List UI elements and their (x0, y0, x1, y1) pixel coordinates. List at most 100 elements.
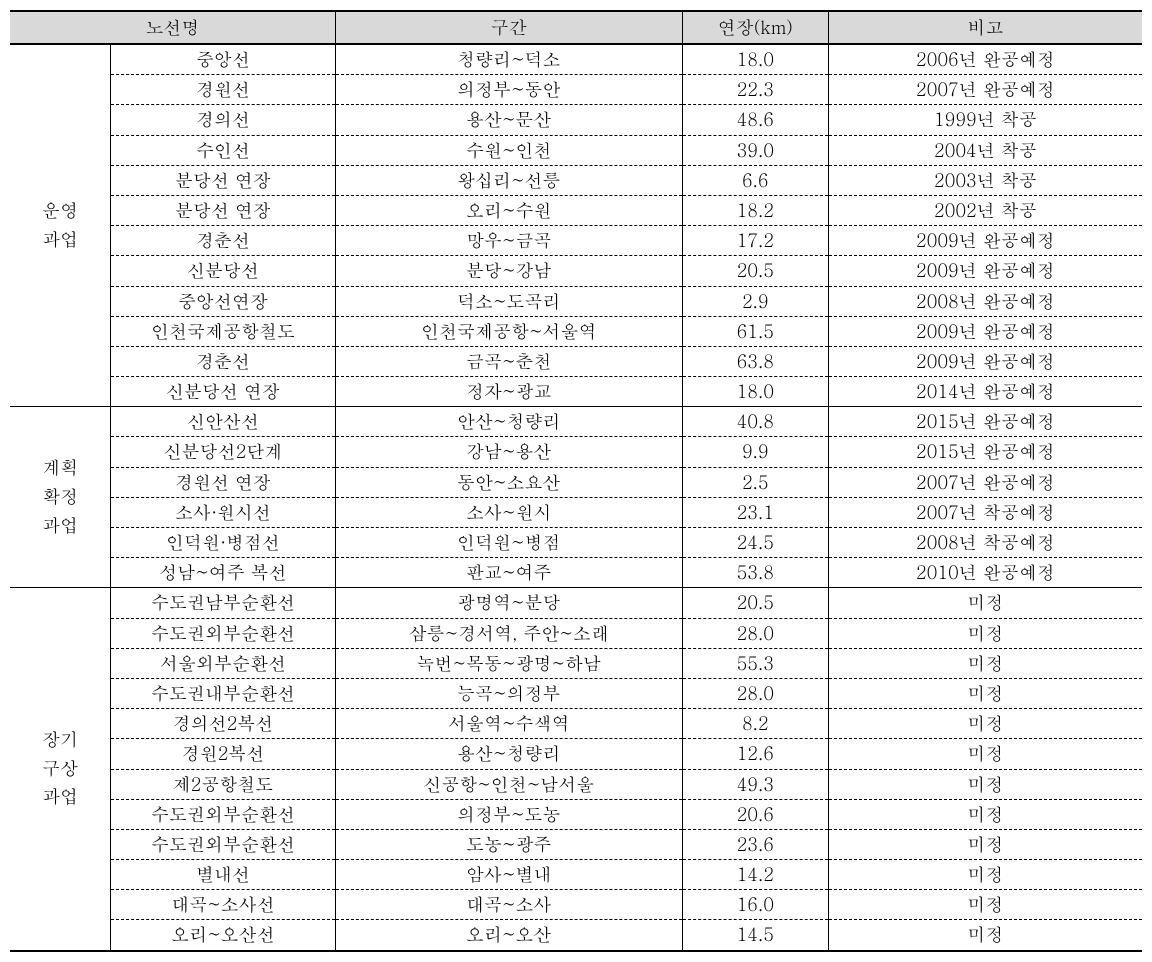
table-row: 오리~오산선오리~오산14.5미정 (10, 920, 1142, 951)
table-row: 소사·원시선소사~원시23.12007년 착공예정 (10, 497, 1142, 527)
remark-cell: 미정 (828, 860, 1142, 890)
length-cell: 23.1 (682, 497, 828, 527)
table-row: 분당선 연장왕십리~선릉6.62003년 착공 (10, 165, 1142, 195)
table-row: 서울외부순환선녹번~목동~광명~하남55.3미정 (10, 648, 1142, 678)
length-cell: 53.8 (682, 558, 828, 588)
line-name-cell: 중앙선 (111, 44, 335, 75)
length-cell: 61.5 (682, 316, 828, 346)
remark-cell: 2004년 착공 (828, 135, 1142, 165)
section-cell: 오리~수원 (335, 195, 682, 225)
remark-cell: 미정 (828, 588, 1142, 618)
remark-cell: 2006년 완공예정 (828, 44, 1142, 75)
length-cell: 17.2 (682, 226, 828, 256)
section-cell: 대곡~소사 (335, 890, 682, 920)
table-row: 신분당선 연장정자~광교18.02014년 완공예정 (10, 377, 1142, 407)
length-cell: 18.0 (682, 377, 828, 407)
line-name-cell: 경원2복선 (111, 739, 335, 769)
length-cell: 18.0 (682, 44, 828, 75)
line-name-cell: 경의선2복선 (111, 709, 335, 739)
remark-cell: 2009년 완공예정 (828, 346, 1142, 376)
line-name-cell: 경춘선 (111, 346, 335, 376)
remark-cell: 2003년 착공 (828, 165, 1142, 195)
line-name-cell: 성남~여주 복선 (111, 558, 335, 588)
line-name-cell: 인덕원·병점선 (111, 528, 335, 558)
table-row: 제2공항철도신공항~인천~남서울49.3미정 (10, 769, 1142, 799)
section-cell: 분당~강남 (335, 256, 682, 286)
remark-cell: 미정 (828, 618, 1142, 648)
table-row: 수도권외부순환선삼릉~경서역, 주안~소래28.0미정 (10, 618, 1142, 648)
remark-cell: 2015년 완공예정 (828, 437, 1142, 467)
length-cell: 12.6 (682, 739, 828, 769)
length-cell: 2.9 (682, 286, 828, 316)
section-cell: 인천국제공항~서울역 (335, 316, 682, 346)
line-name-cell: 수도권내부순환선 (111, 678, 335, 708)
remark-cell: 미정 (828, 648, 1142, 678)
section-cell: 청량리~덕소 (335, 44, 682, 75)
line-name-cell: 수인선 (111, 135, 335, 165)
section-cell: 금곡~춘천 (335, 346, 682, 376)
table-row: 성남~여주 복선판교~여주53.82010년 완공예정 (10, 558, 1142, 588)
group-label: 계획확정과업 (10, 407, 111, 588)
section-cell: 동안~소요산 (335, 467, 682, 497)
line-name-cell: 인천국제공항철도 (111, 316, 335, 346)
length-cell: 48.6 (682, 105, 828, 135)
section-cell: 수원~인천 (335, 135, 682, 165)
line-name-cell: 수도권남부순환선 (111, 588, 335, 618)
length-cell: 20.5 (682, 588, 828, 618)
header-section: 구간 (335, 11, 682, 44)
section-cell: 용산~청량리 (335, 739, 682, 769)
section-cell: 판교~여주 (335, 558, 682, 588)
line-name-cell: 분당선 연장 (111, 165, 335, 195)
line-name-cell: 수도권외부순환선 (111, 618, 335, 648)
remark-cell: 2010년 완공예정 (828, 558, 1142, 588)
table-row: 운영과업중앙선청량리~덕소18.02006년 완공예정 (10, 44, 1142, 75)
length-cell: 18.2 (682, 195, 828, 225)
remark-cell: 2009년 완공예정 (828, 256, 1142, 286)
line-name-cell: 신안산선 (111, 407, 335, 437)
table-row: 중앙선연장덕소~도곡리2.92008년 완공예정 (10, 286, 1142, 316)
line-name-cell: 제2공항철도 (111, 769, 335, 799)
table-row: 경춘선망우~금곡17.22009년 완공예정 (10, 226, 1142, 256)
section-cell: 정자~광교 (335, 377, 682, 407)
length-cell: 20.6 (682, 799, 828, 829)
section-cell: 오리~오산 (335, 920, 682, 951)
table-row: 수도권내부순환선능곡~의정부28.0미정 (10, 678, 1142, 708)
table-row: 경의선2복선서울역~수색역8.2미정 (10, 709, 1142, 739)
length-cell: 16.0 (682, 890, 828, 920)
header-length: 연장(km) (682, 11, 828, 44)
line-name-cell: 경원선 (111, 75, 335, 105)
table-row: 분당선 연장오리~수원18.22002년 착공 (10, 195, 1142, 225)
remark-cell: 미정 (828, 799, 1142, 829)
section-cell: 왕십리~선릉 (335, 165, 682, 195)
group-label: 장기구상과업 (10, 588, 111, 951)
table-row: 대곡~소사선대곡~소사16.0미정 (10, 890, 1142, 920)
section-cell: 덕소~도곡리 (335, 286, 682, 316)
line-name-cell: 경의선 (111, 105, 335, 135)
table-row: 경원선의정부~동안22.32007년 완공예정 (10, 75, 1142, 105)
line-name-cell: 신분당선2단계 (111, 437, 335, 467)
remark-cell: 미정 (828, 739, 1142, 769)
line-name-cell: 경원선 연장 (111, 467, 335, 497)
line-name-cell: 별내선 (111, 860, 335, 890)
length-cell: 49.3 (682, 769, 828, 799)
length-cell: 20.5 (682, 256, 828, 286)
length-cell: 28.0 (682, 678, 828, 708)
remark-cell: 2007년 완공예정 (828, 467, 1142, 497)
line-name-cell: 소사·원시선 (111, 497, 335, 527)
remark-cell: 2009년 완공예정 (828, 226, 1142, 256)
remark-cell: 1999년 착공 (828, 105, 1142, 135)
remark-cell: 미정 (828, 890, 1142, 920)
length-cell: 28.0 (682, 618, 828, 648)
header-remark: 비고 (828, 11, 1142, 44)
section-cell: 인덕원~병점 (335, 528, 682, 558)
length-cell: 14.5 (682, 920, 828, 951)
line-name-cell: 중앙선연장 (111, 286, 335, 316)
length-cell: 22.3 (682, 75, 828, 105)
section-cell: 강남~용산 (335, 437, 682, 467)
section-cell: 신공항~인천~남서울 (335, 769, 682, 799)
section-cell: 의정부~도농 (335, 799, 682, 829)
table-row: 계획확정과업신안산선안산~청량리40.82015년 완공예정 (10, 407, 1142, 437)
length-cell: 63.8 (682, 346, 828, 376)
line-name-cell: 경춘선 (111, 226, 335, 256)
section-cell: 의정부~동안 (335, 75, 682, 105)
